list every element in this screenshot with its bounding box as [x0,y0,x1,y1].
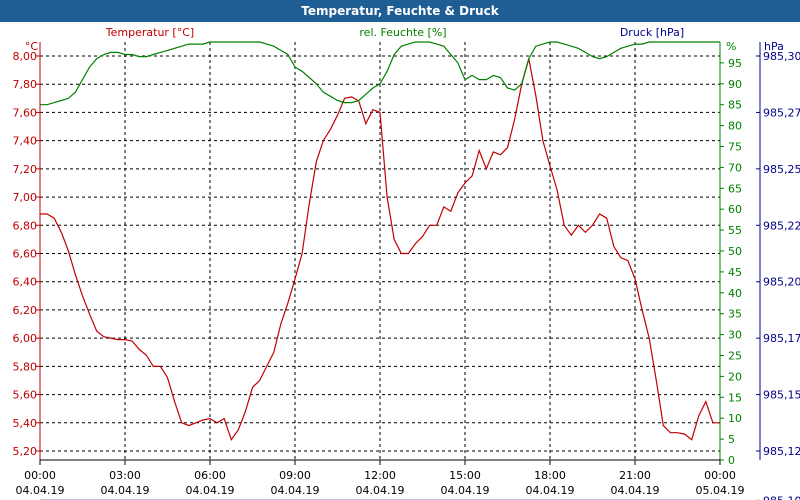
x-tick-label-date: 04.04.19 [16,484,65,497]
y-tick-label-humidity: 90 [728,78,742,91]
y-tick-label-temperature: 6,40 [13,276,38,289]
x-tick-label-time: 06:00 [194,469,226,482]
x-tick-label-time: 09:00 [279,469,311,482]
unit-pressure: hPa [764,40,784,53]
tick-labels: 00:00 04.04.19 03:00 04.04.19 06:00 04.04.19 0… [13,50,800,500]
window-title: Temperatur, Feuchte & Druck [0,0,800,22]
y-tick-label-humidity: 70 [728,161,742,174]
y-tick-label-humidity: 40 [728,287,742,300]
series-group [40,41,720,500]
y-tick-label-temperature: 5,20 [13,445,38,458]
y-tick-label-pressure: 985,15 [763,389,800,402]
axes [36,42,761,500]
x-tick-label-date: 04.04.19 [441,484,490,497]
unit-temperature: °C [25,40,39,53]
axis-title-humidity: rel. Feuchte [%] [359,26,446,39]
unit-humidity: % [726,40,736,53]
y-tick-label-humidity: 65 [728,182,742,195]
x-tick-label-date: 04.04.19 [611,484,660,497]
y-tick-label-temperature: 5,40 [13,417,38,430]
y-tick-label-humidity: 30 [728,329,742,342]
y-tick-label-temperature: 7,80 [13,78,38,91]
y-tick-label-temperature: 6,00 [13,332,38,345]
y-tick-label-humidity: 10 [728,412,742,425]
x-tick-label-time: 00:00 [704,469,736,482]
y-tick-label-temperature: 5,80 [13,360,38,373]
x-tick-label-date: 04.04.19 [101,484,150,497]
y-tick-label-pressure: 985,20 [763,276,800,289]
y-tick-label-pressure: 985,25 [763,163,800,176]
y-tick-label-pressure: 985,10 [763,494,800,500]
y-tick-label-humidity: 75 [728,141,742,154]
y-tick-label-temperature: 7,60 [13,106,38,119]
y-tick-label-pressure: 985,27 [763,106,800,119]
y-tick-label-temperature: 8,00 [13,50,38,63]
y-tick-label-humidity: 60 [728,203,742,216]
y-tick-label-temperature: 7,20 [13,163,38,176]
y-tick-label-temperature: 7,00 [13,191,38,204]
y-tick-label-humidity: 20 [728,370,742,383]
x-tick-label-date: 04.04.19 [186,484,235,497]
x-tick-label-time: 03:00 [109,469,141,482]
axis-title-pressure: Druck [hPa] [620,26,684,39]
x-tick-label-time: 18:00 [534,469,566,482]
y-tick-label-pressure: 985,30 [763,50,800,63]
x-tick-label-date: 04.04.19 [356,484,405,497]
y-tick-label-humidity: 45 [728,266,742,279]
y-tick-label-temperature: 6,60 [13,248,38,261]
y-tick-label-humidity: 5 [728,433,735,446]
series-line-temperature [40,58,720,442]
y-tick-label-temperature: 6,80 [13,219,38,232]
y-tick-label-humidity: 50 [728,245,742,258]
y-tick-label-humidity: 35 [728,308,742,321]
x-tick-label-date: 05.04.19 [696,484,745,497]
x-tick-label-date: 04.04.19 [526,484,575,497]
x-tick-label-time: 00:00 [24,469,56,482]
y-tick-label-temperature: 5,60 [13,389,38,402]
x-tick-label-time: 15:00 [449,469,481,482]
axis-title-temperature: Temperatur [°C] [105,26,194,39]
x-tick-label-time: 12:00 [364,469,396,482]
y-tick-label-temperature: 7,40 [13,135,38,148]
y-tick-label-humidity: 85 [728,99,742,112]
y-tick-label-humidity: 95 [728,57,742,70]
series-line-humidity [40,41,720,106]
y-tick-label-humidity: 15 [728,391,742,404]
y-tick-label-humidity: 55 [728,224,742,237]
x-tick-label-time: 21:00 [619,469,651,482]
y-tick-label-temperature: 6,20 [13,304,38,317]
y-tick-label-humidity: 80 [728,120,742,133]
y-tick-label-humidity: 0 [728,454,735,467]
y-tick-label-humidity: 25 [728,350,742,363]
y-tick-label-pressure: 985,17 [763,332,800,345]
grid [40,42,720,460]
y-tick-label-pressure: 985,22 [763,219,800,232]
y-tick-label-pressure: 985,12 [763,445,800,458]
x-tick-label-date: 04.04.19 [271,484,320,497]
